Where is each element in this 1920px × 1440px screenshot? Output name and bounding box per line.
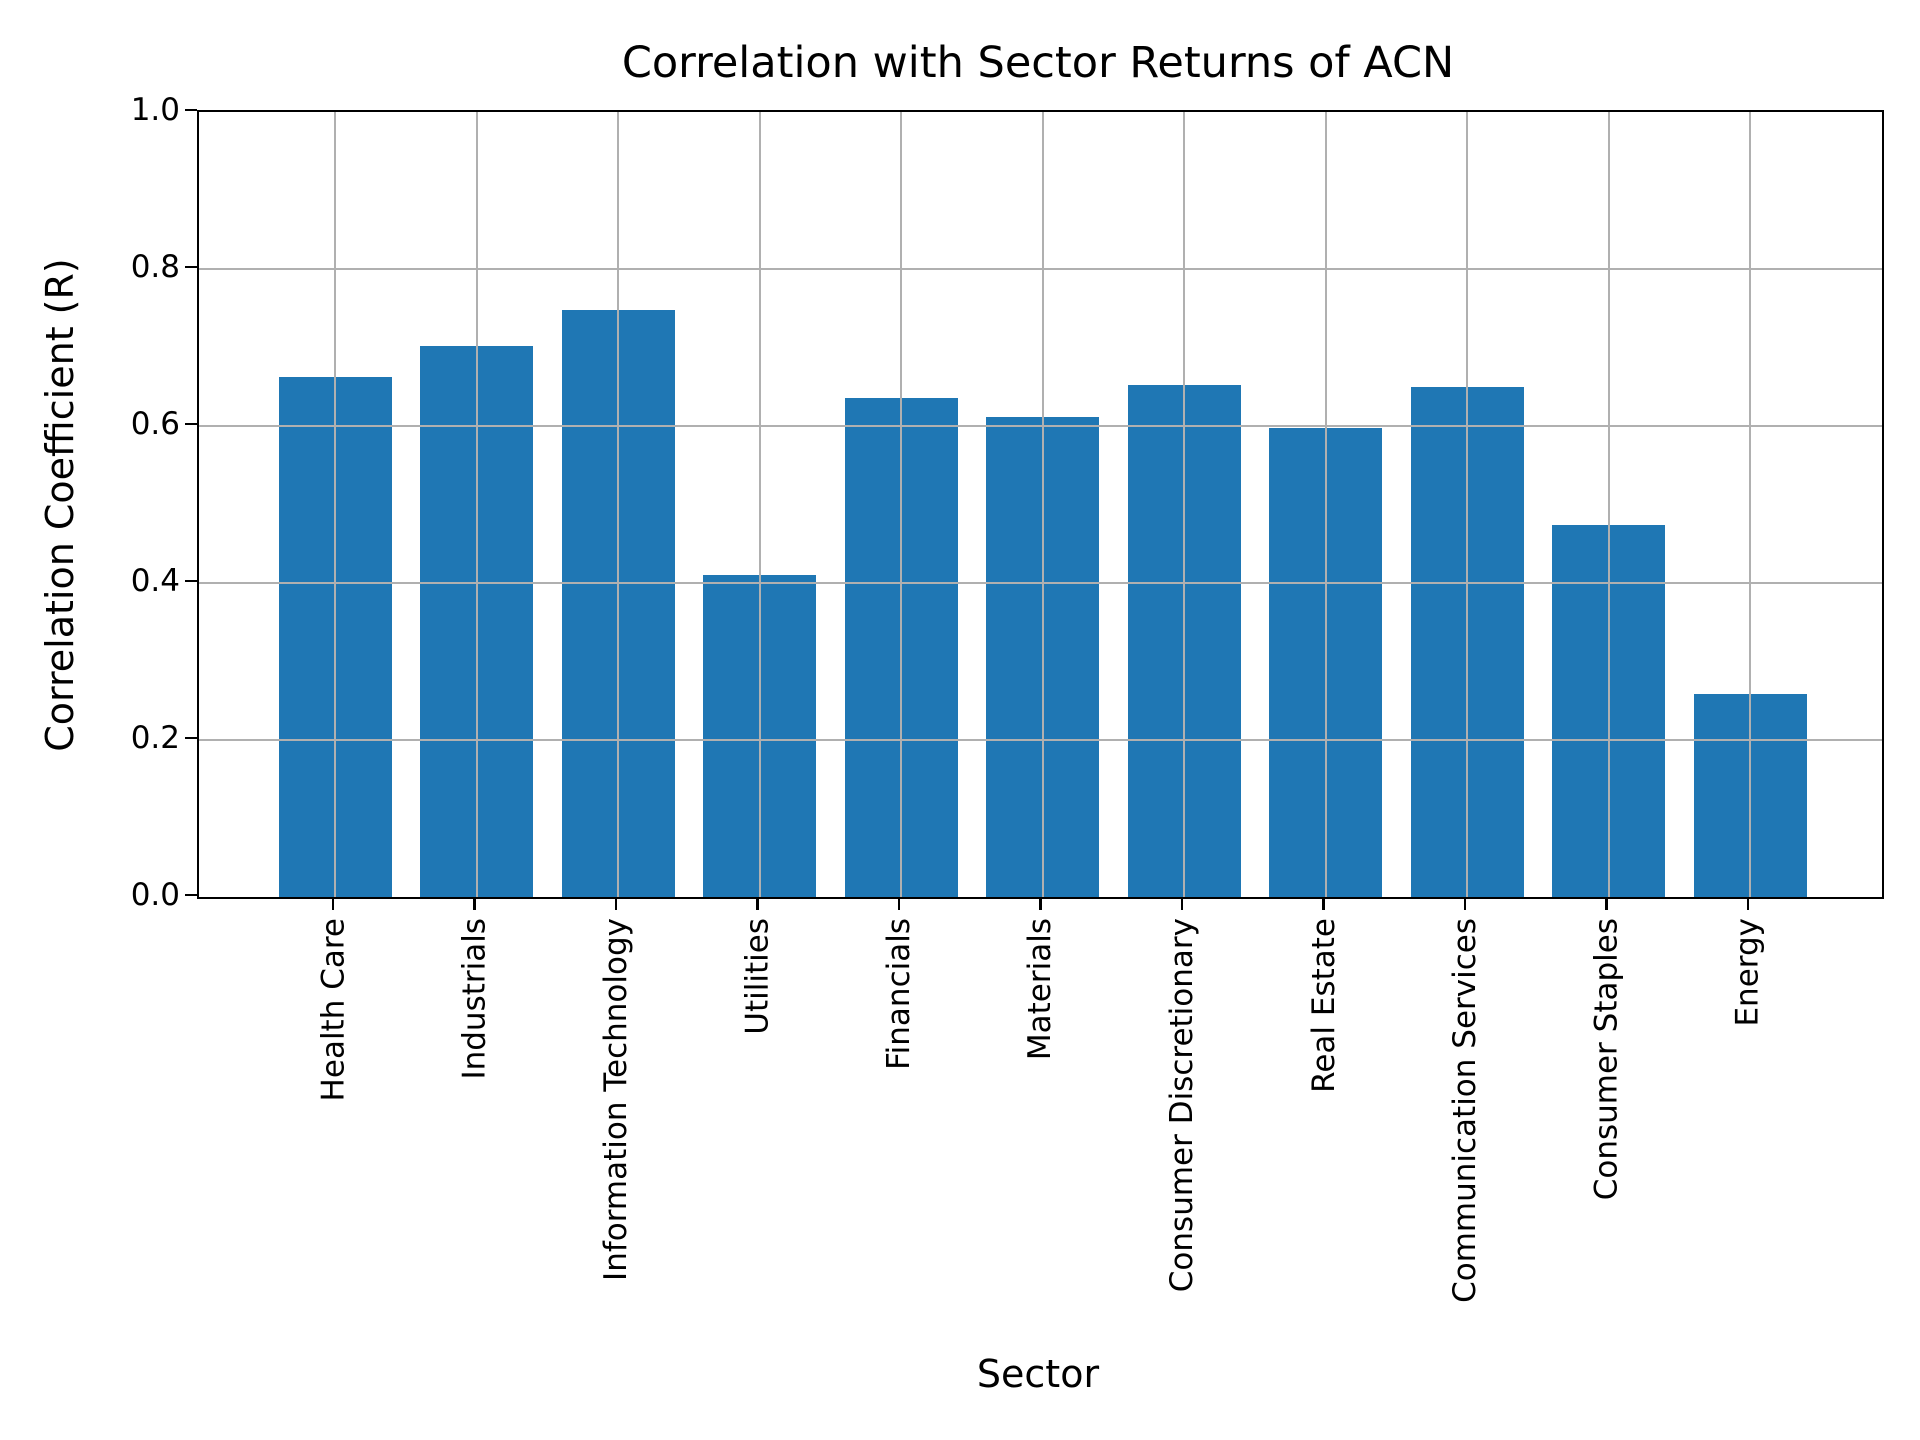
y-tick-mark: [185, 579, 197, 583]
x-tick-mark: [1746, 897, 1750, 910]
y-tick-label: 0.6: [130, 406, 180, 442]
grid-line-vertical: [1749, 112, 1751, 897]
x-tick-label: Consumer Discretionary: [1164, 918, 1200, 1293]
x-tick-label: Utilities: [739, 918, 776, 1035]
y-tick-mark: [185, 893, 197, 897]
x-tick-label: Information Technology: [598, 918, 634, 1281]
x-tick-mark: [897, 897, 901, 910]
x-tick-label: Energy: [1730, 918, 1766, 1027]
x-tick-label: Real Estate: [1305, 918, 1342, 1093]
grid-line-vertical: [1607, 112, 1610, 897]
x-axis-label: Sector: [976, 1352, 1100, 1396]
x-tick-label: Financials: [881, 918, 917, 1070]
x-tick-mark: [1322, 897, 1325, 910]
x-tick-mark: [1180, 897, 1184, 910]
x-tick-mark: [1605, 897, 1608, 910]
x-tick-label: Industrials: [456, 918, 493, 1080]
y-tick-label: 0.8: [130, 249, 180, 285]
grid-line-horizontal: [199, 739, 1882, 741]
y-tick-mark: [185, 422, 197, 426]
y-tick-label: 0.2: [130, 720, 180, 756]
grid-line-vertical: [334, 112, 336, 897]
grid-line-horizontal: [199, 582, 1882, 584]
grid-line-vertical: [758, 112, 761, 897]
x-tick-mark: [756, 897, 759, 910]
x-tick-mark: [331, 897, 335, 910]
y-tick-mark: [185, 265, 197, 269]
y-axis-label: Correlation Coefficient (R): [38, 258, 82, 752]
y-tick-mark: [185, 736, 197, 740]
x-tick-mark: [614, 897, 618, 910]
grid-line-vertical: [1183, 112, 1185, 897]
grid-line-vertical: [1466, 112, 1468, 897]
chart-title: Correlation with Sector Returns of ACN: [621, 38, 1455, 88]
x-tick-label: Consumer Staples: [1588, 918, 1625, 1201]
y-tick-label: 0.4: [130, 563, 180, 599]
x-tick-mark: [473, 897, 476, 910]
x-tick-label: Materials: [1022, 918, 1059, 1061]
y-tick-label: 1.0: [130, 92, 180, 128]
grid-line-vertical: [900, 112, 902, 897]
grid-line-horizontal: [199, 425, 1882, 427]
x-tick-label: Communication Services: [1447, 918, 1483, 1303]
plot-area: [197, 110, 1884, 899]
grid-line-horizontal: [199, 268, 1882, 270]
grid-line-vertical: [475, 112, 478, 897]
x-tick-mark: [1039, 897, 1042, 910]
y-tick-mark: [185, 108, 197, 112]
x-tick-label: Health Care: [315, 918, 351, 1102]
grid-line-vertical: [1041, 112, 1044, 897]
y-tick-label: 0.0: [130, 877, 180, 913]
x-tick-mark: [1463, 897, 1467, 910]
grid-line-vertical: [617, 112, 619, 897]
grid-line-vertical: [1324, 112, 1327, 897]
